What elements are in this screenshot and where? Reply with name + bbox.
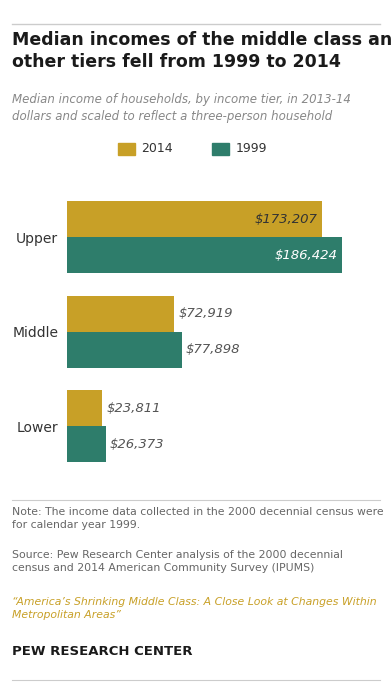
Text: $23,811: $23,811: [106, 402, 161, 415]
Text: Note: The income data collected in the 2000 decennial census were
for calendar y: Note: The income data collected in the 2…: [12, 507, 383, 530]
Bar: [67, 390, 102, 426]
Text: $26,373: $26,373: [110, 438, 165, 450]
Text: 2014: 2014: [141, 143, 173, 155]
Bar: [67, 237, 341, 273]
Bar: [67, 295, 174, 331]
Text: Source: Pew Research Center analysis of the 2000 decennial
census and 2014 Ameri: Source: Pew Research Center analysis of …: [12, 550, 343, 574]
Text: 1999: 1999: [235, 143, 267, 155]
Bar: [67, 331, 181, 367]
Text: $72,919: $72,919: [179, 307, 233, 320]
Bar: [67, 201, 322, 237]
Text: Median income of households, by income tier, in 2013-14
dollars and scaled to re: Median income of households, by income t…: [12, 93, 350, 123]
Text: “America’s Shrinking Middle Class: A Close Look at Changes Within
Metropolitan A: “America’s Shrinking Middle Class: A Clo…: [12, 597, 376, 620]
Text: PEW RESEARCH CENTER: PEW RESEARCH CENTER: [12, 645, 192, 658]
Text: $186,424: $186,424: [274, 248, 337, 262]
Bar: [67, 426, 105, 462]
Text: Median incomes of the middle class and
other tiers fell from 1999 to 2014: Median incomes of the middle class and o…: [12, 31, 392, 71]
Text: $77,898: $77,898: [186, 343, 240, 356]
Text: $173,207: $173,207: [255, 212, 318, 226]
